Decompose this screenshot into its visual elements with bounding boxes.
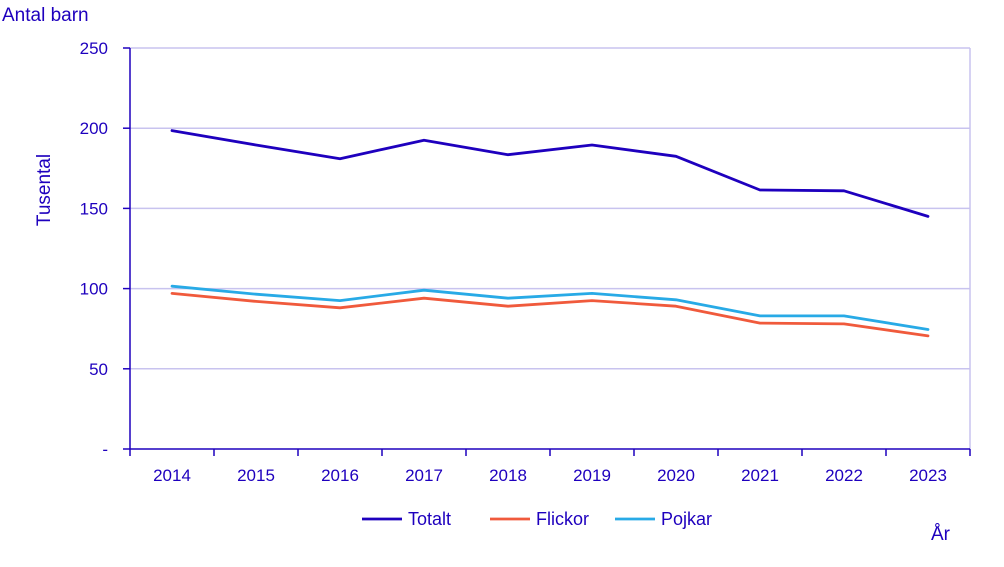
- x-tick-label: 2017: [405, 466, 443, 485]
- legend-label-pojkar: Pojkar: [661, 509, 712, 529]
- x-tick-label: 2022: [825, 466, 863, 485]
- y-tick-label: 100: [80, 280, 108, 299]
- legend-label-flickor: Flickor: [536, 509, 589, 529]
- legend: Totalt Flickor Pojkar: [362, 509, 712, 529]
- x-axis-title: År: [931, 524, 951, 545]
- series-line-flickor: [170, 291, 930, 338]
- y-tick-label: 150: [80, 199, 108, 218]
- y-tick-labels: - 50 100 150 200 250: [80, 39, 130, 459]
- x-tick-label: 2016: [321, 466, 359, 485]
- y-tick-label: -: [102, 440, 108, 459]
- y-tick-label: 200: [80, 119, 108, 138]
- series-line-pojkar: [170, 284, 930, 331]
- y-tick-label: 50: [89, 360, 108, 379]
- x-tick-label: 2015: [237, 466, 275, 485]
- y-axis-title: Tusental: [34, 154, 55, 226]
- x-tick-label: 2018: [489, 466, 527, 485]
- x-tick-labels: 2014 2015 2016 2017 2018 2019 2020 2021 2022 2023: [129, 449, 971, 485]
- axes: [129, 48, 970, 450]
- gridlines: [130, 47, 971, 449]
- chart-title: Antal barn: [2, 5, 89, 26]
- series-lines: [170, 129, 930, 338]
- legend-label-totalt: Totalt: [408, 509, 451, 529]
- x-tick-label: 2021: [741, 466, 779, 485]
- x-tick-label: 2020: [657, 466, 695, 485]
- x-tick-label: 2019: [573, 466, 611, 485]
- y-tick-label: 250: [80, 39, 108, 58]
- x-tick-label: 2023: [909, 466, 947, 485]
- series-line-totalt: [170, 129, 930, 218]
- x-tick-label: 2014: [153, 466, 191, 485]
